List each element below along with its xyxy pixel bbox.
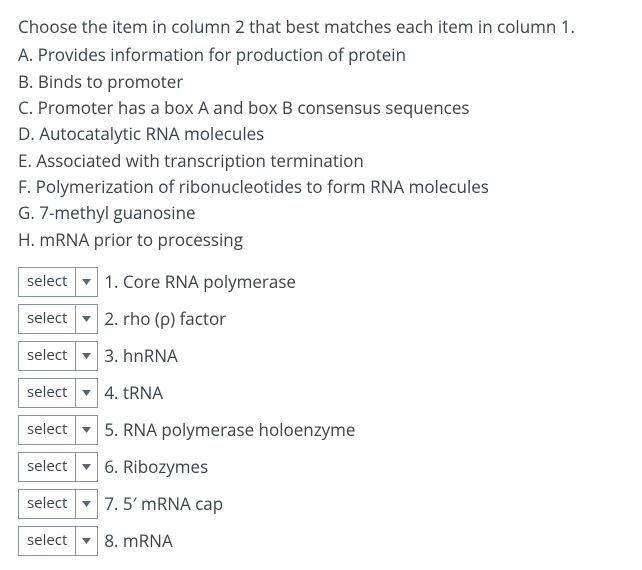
match-row: select 7. 5′ mRNA cap bbox=[18, 489, 624, 519]
match-row: select 1. Core RNA polymerase bbox=[18, 267, 624, 297]
chevron-down-icon bbox=[76, 379, 97, 407]
match-row: select 5. RNA polymerase holoenzyme bbox=[18, 415, 624, 445]
row-label-1: 1. Core RNA polymerase bbox=[98, 267, 296, 297]
select-dropdown-7[interactable]: select bbox=[18, 489, 98, 519]
select-value: select bbox=[19, 527, 75, 555]
select-dropdown-2[interactable]: select bbox=[18, 304, 98, 334]
select-value: select bbox=[19, 379, 75, 407]
option-d: D. Autocatalytic RNA molecules bbox=[18, 121, 624, 147]
select-value: select bbox=[19, 305, 75, 333]
select-dropdown-4[interactable]: select bbox=[18, 378, 98, 408]
row-label-3: 3. hnRNA bbox=[98, 341, 178, 371]
options-list: A. Provides information for production o… bbox=[18, 42, 624, 253]
select-dropdown-8[interactable]: select bbox=[18, 526, 98, 556]
chevron-down-icon bbox=[76, 342, 97, 370]
option-b: B. Binds to promoter bbox=[18, 69, 624, 95]
select-value: select bbox=[19, 268, 75, 296]
match-rows: select 1. Core RNA polymerase select 2. … bbox=[18, 267, 624, 556]
row-label-5: 5. RNA polymerase holoenzyme bbox=[98, 415, 355, 445]
match-row: select 8. mRNA bbox=[18, 526, 624, 556]
match-row: select 3. hnRNA bbox=[18, 341, 624, 371]
select-dropdown-5[interactable]: select bbox=[18, 415, 98, 445]
match-row: select 4. tRNA bbox=[18, 378, 624, 408]
match-row: select 2. rho (ρ) factor bbox=[18, 304, 624, 334]
select-value: select bbox=[19, 490, 75, 518]
select-dropdown-3[interactable]: select bbox=[18, 341, 98, 371]
option-f: F. Polymerization of ribonucleotides to … bbox=[18, 174, 624, 200]
row-label-8: 8. mRNA bbox=[98, 526, 172, 556]
select-dropdown-1[interactable]: select bbox=[18, 267, 98, 297]
option-c: C. Promoter has a box A and box B consen… bbox=[18, 95, 624, 121]
select-dropdown-6[interactable]: select bbox=[18, 452, 98, 482]
row-label-7: 7. 5′ mRNA cap bbox=[98, 489, 223, 519]
chevron-down-icon bbox=[76, 453, 97, 481]
row-label-6: 6. Ribozymes bbox=[98, 452, 208, 482]
chevron-down-icon bbox=[76, 527, 97, 555]
select-value: select bbox=[19, 453, 75, 481]
chevron-down-icon bbox=[76, 416, 97, 444]
option-h: H. mRNA prior to processing bbox=[18, 227, 624, 253]
select-value: select bbox=[19, 342, 75, 370]
option-e: E. Associated with transcription termina… bbox=[18, 148, 624, 174]
match-row: select 6. Ribozymes bbox=[18, 452, 624, 482]
option-a: A. Provides information for production o… bbox=[18, 42, 624, 68]
select-value: select bbox=[19, 416, 75, 444]
row-label-4: 4. tRNA bbox=[98, 378, 163, 408]
option-g: G. 7-methyl guanosine bbox=[18, 200, 624, 226]
row-label-2: 2. rho (ρ) factor bbox=[98, 304, 226, 334]
instruction-text: Choose the item in column 2 that best ma… bbox=[18, 14, 624, 40]
chevron-down-icon bbox=[76, 268, 97, 296]
chevron-down-icon bbox=[76, 490, 97, 518]
chevron-down-icon bbox=[76, 305, 97, 333]
